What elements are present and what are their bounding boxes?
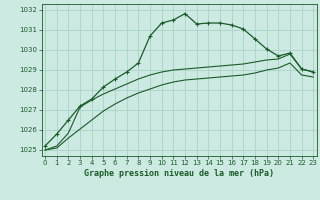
X-axis label: Graphe pression niveau de la mer (hPa): Graphe pression niveau de la mer (hPa) (84, 169, 274, 178)
